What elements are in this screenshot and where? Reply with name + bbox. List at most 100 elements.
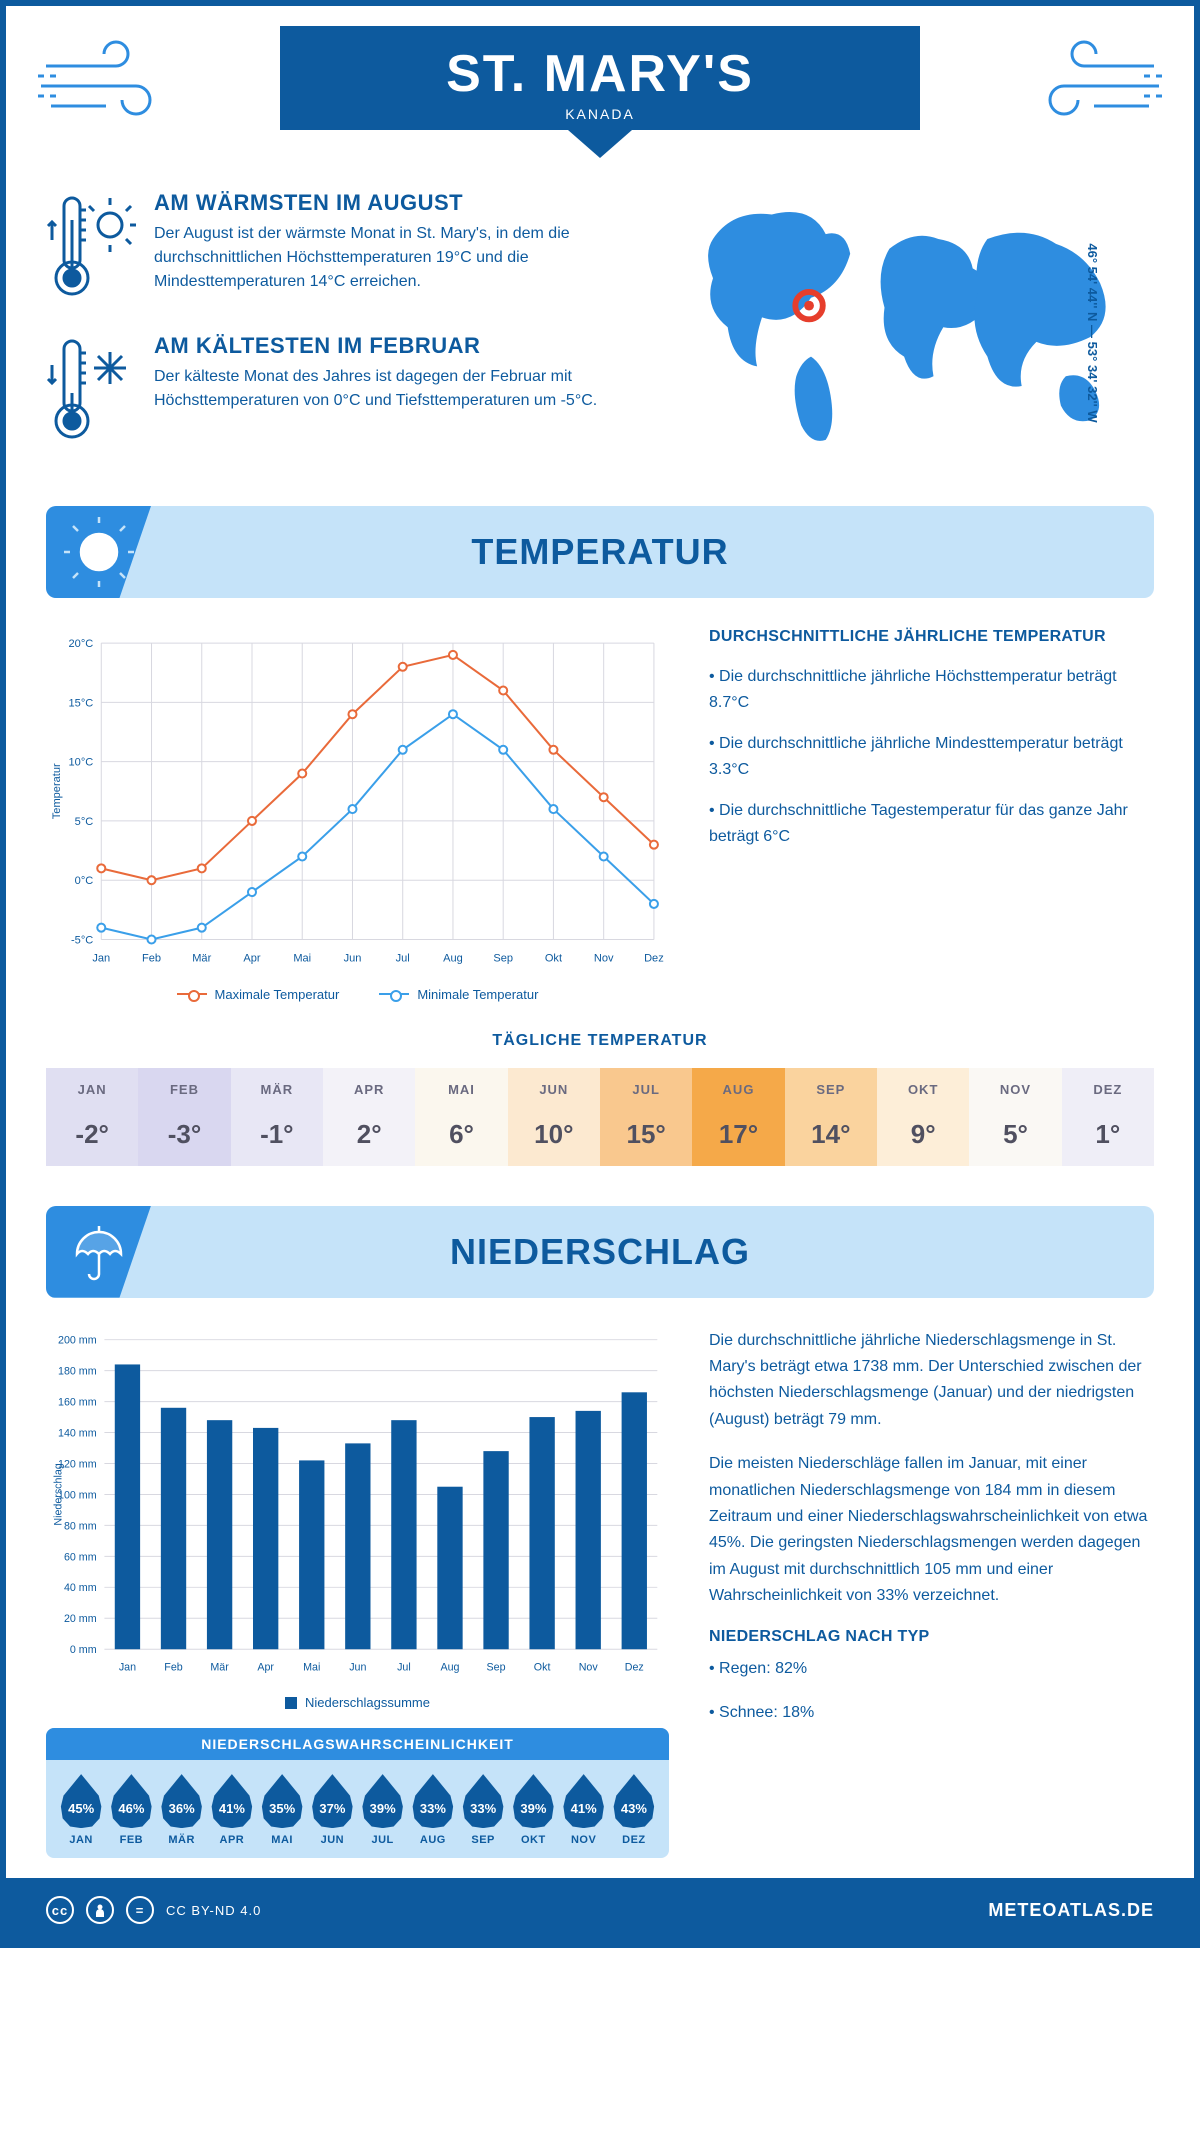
nd-icon: = bbox=[126, 1896, 154, 1924]
svg-text:200 mm: 200 mm bbox=[58, 1334, 97, 1346]
svg-text:Sep: Sep bbox=[487, 1661, 506, 1673]
month-label: FEB bbox=[108, 1834, 154, 1846]
drop-cell: 36% MÄR bbox=[159, 1774, 205, 1846]
umbrella-icon bbox=[46, 1206, 151, 1298]
drop-cell: 35% MAI bbox=[259, 1774, 305, 1846]
warmest-block: AM WÄRMSTEN IM AUGUST Der August ist der… bbox=[46, 190, 634, 305]
annual-bullet: • Die durchschnittliche jährliche Höchst… bbox=[709, 664, 1154, 715]
svg-text:20 mm: 20 mm bbox=[64, 1613, 97, 1625]
month-label: MAI bbox=[415, 1082, 507, 1097]
drop-icon: 37% bbox=[310, 1774, 354, 1828]
svg-text:Feb: Feb bbox=[164, 1661, 182, 1673]
precip-type-title: NIEDERSCHLAG NACH TYP bbox=[709, 1628, 1154, 1646]
svg-text:5°C: 5°C bbox=[75, 816, 94, 828]
drop-icon: 41% bbox=[562, 1774, 606, 1828]
temp-value: -1° bbox=[231, 1119, 323, 1150]
precip-type-snow: • Schnee: 18% bbox=[709, 1700, 1154, 1726]
drop-icon: 33% bbox=[461, 1774, 505, 1828]
drop-icon: 46% bbox=[109, 1774, 153, 1828]
by-icon bbox=[86, 1896, 114, 1924]
svg-text:20°C: 20°C bbox=[69, 638, 94, 650]
svg-text:180 mm: 180 mm bbox=[58, 1365, 97, 1377]
precip-para: Die durchschnittliche jährliche Niedersc… bbox=[709, 1328, 1154, 1434]
daily-cell: MÄR -1° bbox=[231, 1068, 323, 1166]
month-label: JUL bbox=[600, 1082, 692, 1097]
thermometer-snow-icon bbox=[46, 333, 136, 448]
svg-text:Apr: Apr bbox=[243, 953, 261, 965]
daily-cell: AUG 17° bbox=[692, 1068, 784, 1166]
svg-text:Feb: Feb bbox=[142, 953, 161, 965]
svg-text:Mai: Mai bbox=[293, 953, 311, 965]
sun-icon bbox=[46, 506, 151, 598]
svg-text:Mai: Mai bbox=[303, 1661, 320, 1673]
daily-cell: JUL 15° bbox=[600, 1068, 692, 1166]
daily-cell: NOV 5° bbox=[969, 1068, 1061, 1166]
legend-min: Minimale Temperatur bbox=[417, 987, 538, 1002]
month-label: MÄR bbox=[159, 1834, 205, 1846]
temp-value: 2° bbox=[323, 1119, 415, 1150]
drop-cell: 46% FEB bbox=[108, 1774, 154, 1846]
svg-text:Aug: Aug bbox=[443, 953, 463, 965]
svg-text:-5°C: -5°C bbox=[71, 935, 93, 947]
page-header: ST. MARY'S KANADA bbox=[6, 6, 1194, 160]
month-label: AUG bbox=[410, 1834, 456, 1846]
daily-cell: OKT 9° bbox=[877, 1068, 969, 1166]
drop-icon: 39% bbox=[361, 1774, 405, 1828]
svg-text:140 mm: 140 mm bbox=[58, 1427, 97, 1439]
probability-box: NIEDERSCHLAGSWAHRSCHEINLICHKEIT 45% JAN … bbox=[46, 1728, 669, 1858]
svg-text:Jan: Jan bbox=[92, 953, 110, 965]
drop-cell: 33% AUG bbox=[410, 1774, 456, 1846]
chart-legend: Maximale Temperatur Minimale Temperatur bbox=[46, 987, 669, 1002]
month-label: APR bbox=[323, 1082, 415, 1097]
drop-icon: 35% bbox=[260, 1774, 304, 1828]
svg-text:15°C: 15°C bbox=[69, 697, 94, 709]
svg-text:10°C: 10°C bbox=[69, 757, 94, 769]
temperature-section-bar: TEMPERATUR bbox=[46, 506, 1154, 598]
svg-text:Jan: Jan bbox=[119, 1661, 136, 1673]
month-label: JUL bbox=[360, 1834, 406, 1846]
svg-text:Niederschlag: Niederschlag bbox=[53, 1463, 65, 1525]
temp-value: 9° bbox=[877, 1119, 969, 1150]
svg-text:Sep: Sep bbox=[493, 953, 513, 965]
svg-text:Dez: Dez bbox=[644, 953, 664, 965]
month-label: OKT bbox=[510, 1834, 556, 1846]
temp-value: 5° bbox=[969, 1119, 1061, 1150]
precip-section-bar: NIEDERSCHLAG bbox=[46, 1206, 1154, 1298]
daily-cell: APR 2° bbox=[323, 1068, 415, 1166]
world-map: 46° 54' 44'' N — 53° 34' 32'' W bbox=[664, 190, 1154, 476]
title-band: ST. MARY'S KANADA bbox=[280, 26, 920, 130]
svg-text:Jul: Jul bbox=[397, 1661, 411, 1673]
svg-text:60 mm: 60 mm bbox=[64, 1551, 97, 1563]
drop-icon: 43% bbox=[612, 1774, 656, 1828]
page-footer: cc = CC BY-ND 4.0 METEOATLAS.DE bbox=[6, 1878, 1194, 1942]
svg-text:Aug: Aug bbox=[440, 1661, 459, 1673]
warmest-text: Der August ist der wärmste Monat in St. … bbox=[154, 222, 634, 294]
precip-para: Die meisten Niederschläge fallen im Janu… bbox=[709, 1451, 1154, 1609]
temp-value: 17° bbox=[692, 1119, 784, 1150]
svg-text:Jul: Jul bbox=[396, 953, 410, 965]
drop-cell: 33% SEP bbox=[460, 1774, 506, 1846]
month-label: SEP bbox=[460, 1834, 506, 1846]
daily-cell: DEZ 1° bbox=[1062, 1068, 1154, 1166]
legend-max: Maximale Temperatur bbox=[215, 987, 340, 1002]
svg-text:Jun: Jun bbox=[349, 1661, 366, 1673]
temp-value: 6° bbox=[415, 1119, 507, 1150]
coldest-title: AM KÄLTESTEN IM FEBRUAR bbox=[154, 333, 634, 359]
drop-cell: 37% JUN bbox=[309, 1774, 355, 1846]
daily-temp-grid: JAN -2° FEB -3° MÄR -1° APR 2° MAI 6° JU… bbox=[46, 1068, 1154, 1166]
country-label: KANADA bbox=[320, 106, 880, 122]
daily-cell: MAI 6° bbox=[415, 1068, 507, 1166]
month-label: JUN bbox=[508, 1082, 600, 1097]
coldest-block: AM KÄLTESTEN IM FEBRUAR Der kälteste Mon… bbox=[46, 333, 634, 448]
month-label: OKT bbox=[877, 1082, 969, 1097]
svg-text:Temperatur: Temperatur bbox=[51, 763, 63, 819]
precip-type-rain: • Regen: 82% bbox=[709, 1656, 1154, 1682]
chart-legend: Niederschlagssumme bbox=[46, 1695, 669, 1710]
temp-value: 15° bbox=[600, 1119, 692, 1150]
svg-text:Mär: Mär bbox=[210, 1661, 229, 1673]
drop-icon: 36% bbox=[160, 1774, 204, 1828]
annual-temp-title: DURCHSCHNITTLICHE JÄHRLICHE TEMPERATUR bbox=[709, 628, 1154, 646]
svg-text:40 mm: 40 mm bbox=[64, 1582, 97, 1594]
temp-value: 1° bbox=[1062, 1119, 1154, 1150]
month-label: NOV bbox=[561, 1834, 607, 1846]
